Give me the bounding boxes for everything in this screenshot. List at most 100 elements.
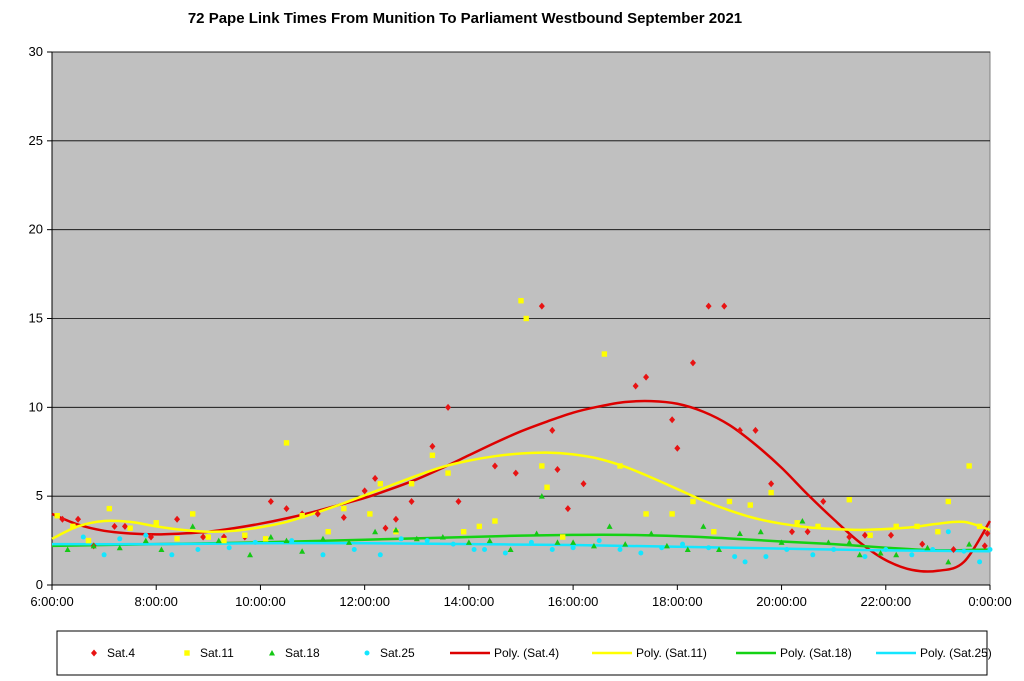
point-sat-25 — [195, 546, 201, 552]
point-sat-4 — [361, 487, 368, 495]
x-tick-label: 14:00:00 — [444, 594, 495, 609]
point-sat-25 — [810, 552, 816, 558]
point-sat-18 — [299, 548, 306, 554]
y-tick-label: 0 — [36, 577, 43, 592]
point-sat-18 — [392, 526, 399, 533]
point-sat-18 — [893, 551, 900, 558]
point-sat-11 — [935, 529, 941, 535]
point-sat-4 — [445, 403, 452, 411]
y-tick-label: 10 — [29, 399, 43, 414]
point-sat-18 — [846, 539, 853, 545]
point-sat-11 — [221, 537, 227, 544]
point-sat-4 — [554, 466, 561, 474]
point-sat-4 — [340, 513, 347, 521]
point-sat-4 — [382, 524, 389, 532]
point-sat-4 — [148, 533, 155, 541]
point-sat-18 — [966, 541, 973, 547]
point-sat-4 — [580, 480, 587, 488]
point-sat-11 — [518, 298, 524, 304]
point-sat-11 — [711, 529, 717, 535]
point-sat-4 — [981, 542, 988, 550]
point-sat-4 — [75, 515, 82, 523]
point-sat-18 — [663, 542, 670, 549]
point-sat-18 — [283, 537, 290, 544]
point-sat-4 — [984, 529, 991, 537]
point-sat-18 — [590, 542, 597, 549]
point-sat-18 — [158, 546, 165, 552]
point-sat-11 — [492, 518, 498, 524]
point-sat-11 — [242, 532, 248, 538]
point-sat-25 — [909, 552, 915, 558]
point-sat-18 — [346, 539, 353, 545]
point-sat-11 — [70, 523, 76, 530]
point-sat-18 — [700, 523, 707, 529]
point-sat-4 — [549, 426, 556, 434]
point-sat-4 — [669, 416, 676, 424]
legend-label-poly-sat-11: Poly. (Sat.11) — [636, 646, 707, 660]
legend-label-sat-11: Sat.11 — [200, 646, 234, 660]
point-sat-18 — [413, 535, 420, 542]
point-sat-25 — [502, 550, 508, 556]
point-sat-25 — [945, 529, 951, 535]
point-sat-18 — [684, 546, 691, 552]
point-sat-18 — [554, 539, 561, 545]
point-sat-11 — [726, 498, 733, 505]
data-points — [54, 298, 993, 565]
point-sat-4 — [538, 302, 545, 310]
point-sat-11 — [283, 440, 290, 446]
point-sat-4 — [752, 426, 759, 434]
point-sat-4 — [861, 531, 868, 539]
point-sat-11 — [341, 505, 347, 512]
point-sat-25 — [930, 546, 936, 552]
legend-marker-sat-11 — [184, 650, 190, 656]
point-sat-18 — [465, 539, 472, 545]
point-sat-11 — [262, 536, 269, 542]
point-sat-18 — [799, 518, 806, 524]
x-tick-label: 6:00:00 — [30, 594, 73, 609]
point-sat-11 — [429, 452, 436, 459]
point-sat-4 — [632, 382, 639, 390]
trend-line-poly-sat-11 — [51, 451, 991, 540]
point-sat-11 — [914, 523, 920, 530]
point-sat-18 — [189, 523, 196, 529]
legend-label-poly-sat-4: Poly. (Sat.4) — [494, 646, 559, 660]
point-sat-11 — [643, 511, 649, 517]
point-sat-25 — [351, 546, 357, 552]
point-sat-25 — [289, 538, 295, 544]
x-tick-label: 0:00:00 — [968, 594, 1011, 609]
legend-label-poly-sat-25: Poly. (Sat.25) — [920, 646, 992, 660]
point-sat-18 — [736, 530, 743, 536]
point-sat-11 — [205, 534, 212, 540]
point-sat-25 — [862, 554, 868, 560]
point-sat-18 — [372, 528, 379, 535]
x-tick-label: 18:00:00 — [652, 594, 703, 609]
point-sat-25 — [883, 546, 889, 552]
point-sat-18 — [622, 541, 629, 547]
point-sat-4 — [674, 444, 681, 452]
point-sat-25 — [831, 546, 837, 552]
point-sat-18 — [606, 523, 613, 529]
point-sat-25 — [706, 545, 712, 551]
point-sat-4 — [267, 497, 274, 505]
point-sat-18 — [319, 535, 326, 542]
point-sat-25 — [482, 546, 488, 552]
point-sat-4 — [512, 469, 519, 477]
point-sat-4 — [950, 545, 957, 553]
legend: Sat.4 Sat.11 Sat.18 Sat.25 Poly. (Sat.4) Poly… — [56, 630, 992, 676]
point-sat-18 — [757, 528, 764, 535]
y-tick-label: 15 — [29, 311, 43, 326]
point-sat-11 — [523, 315, 529, 322]
point-sat-25 — [549, 546, 555, 552]
point-sat-18 — [116, 544, 123, 551]
point-sat-18 — [945, 558, 952, 565]
legend-label-poly-sat-18: Poly. (Sat.18) — [780, 646, 852, 660]
point-sat-25 — [659, 545, 665, 551]
point-sat-25 — [763, 554, 769, 560]
x-tick-label: 20:00:00 — [756, 594, 807, 609]
point-sat-11 — [85, 537, 92, 544]
point-sat-11 — [945, 498, 952, 505]
point-sat-4 — [314, 510, 321, 518]
point-sat-25 — [424, 538, 430, 544]
legend-label-sat-25: Sat.25 — [380, 646, 415, 660]
